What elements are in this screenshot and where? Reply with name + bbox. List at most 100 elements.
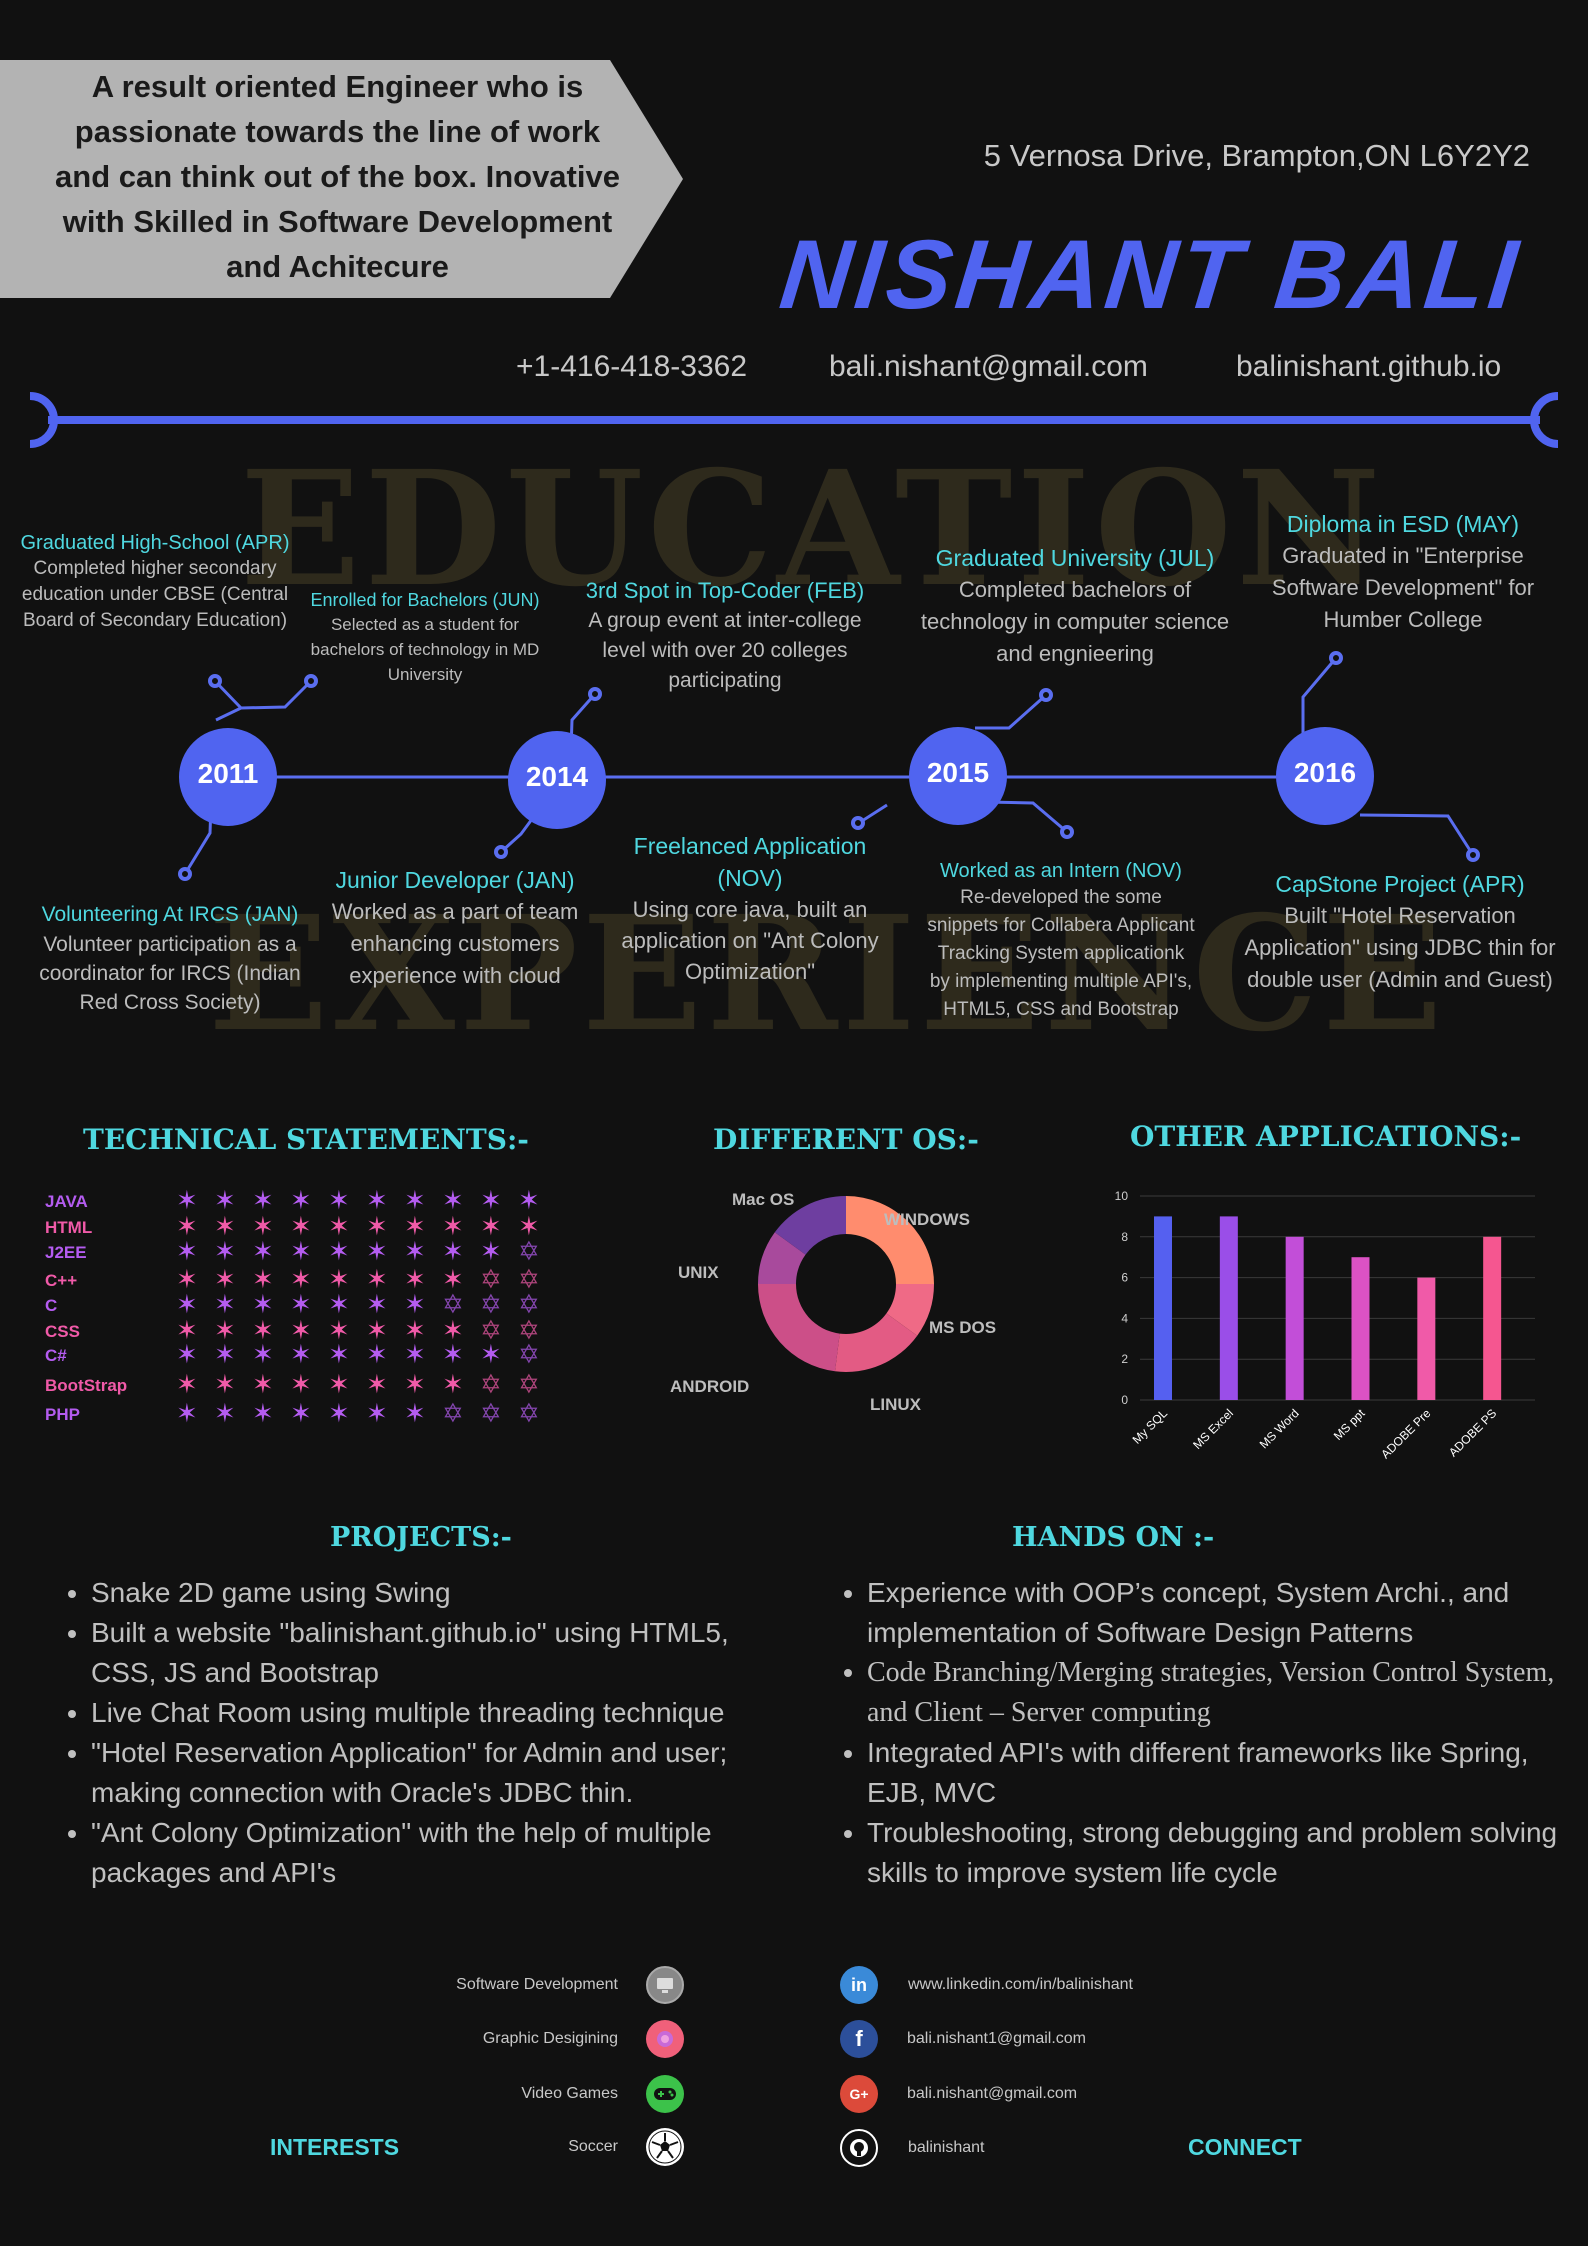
facebook-link[interactable]: bali.nishant1@gmail.com (907, 2030, 1086, 2047)
timeline-entry: Graduated High-School (APR) Completed hi… (16, 530, 294, 634)
projects-list: Snake 2D game using Swing Built a websit… (47, 1573, 787, 1893)
os-slice (774, 1196, 846, 1255)
star-filled-icon: ✶ (442, 1236, 464, 1266)
star-empty-icon: ✡ (518, 1339, 540, 1369)
address: 5 Vernosa Drive, Brampton,ON L6Y2Y2 (983, 138, 1530, 173)
y-tick-label: 8 (1121, 1230, 1128, 1244)
hands-on-list: Experience with OOP’s concept, System Ar… (823, 1573, 1563, 1893)
star-filled-icon: ✶ (518, 1185, 540, 1215)
os-slice-label: MS DOS (929, 1318, 996, 1337)
y-tick-label: 2 (1121, 1352, 1128, 1366)
os-slice (758, 1284, 840, 1372)
os-donut-chart: WINDOWS MS DOS LINUX ANDROID UNIX Mac OS (670, 1190, 996, 1414)
timeline-graphic (178, 651, 1480, 881)
x-tick-label: ADOBE Pre (1378, 1406, 1433, 1461)
star-filled-icon: ✶ (290, 1236, 312, 1266)
tagline-banner (0, 60, 683, 298)
os-slice-label: WINDOWS (884, 1210, 970, 1229)
website-link[interactable]: balinishant.github.io (1236, 350, 1502, 383)
linkedin-link[interactable]: www.linkedin.com/in/balinishant (908, 1976, 1133, 1993)
os-title: DIFFERENT OS:- (713, 1123, 979, 1156)
star-filled-icon: ✶ (176, 1398, 198, 1428)
star-filled-icon: ✶ (328, 1315, 350, 1345)
entry-body: Graduated in "Enterprise Software Develo… (1271, 543, 1535, 632)
list-item: Live Chat Room using multiple threading … (91, 1693, 787, 1733)
interest-label: Graphic Desigining (482, 2030, 618, 2047)
entry-body: Built "Hotel Reservation Application" us… (1244, 903, 1556, 992)
skill-name: C++ (45, 1271, 78, 1290)
google-plus-icon[interactable]: G+ (840, 2075, 878, 2113)
star-empty-icon: ✡ (518, 1289, 540, 1319)
star-filled-icon: ✶ (252, 1236, 274, 1266)
entry-title: 3rd Spot in Top-Coder (FEB) (585, 578, 865, 603)
x-tick-label: MS Word (1257, 1406, 1302, 1451)
palette-icon (646, 2020, 684, 2058)
star-empty-icon: ✡ (518, 1264, 540, 1294)
skill-name: C# (45, 1346, 67, 1365)
year-2014: 2014 (525, 761, 589, 792)
star-filled-icon: ✶ (328, 1264, 350, 1294)
timeline-entry: Enrolled for Bachelors (JUN) Selected as… (303, 588, 547, 687)
star-empty-icon: ✡ (518, 1236, 540, 1266)
y-tick-label: 0 (1121, 1393, 1128, 1407)
entry-body: Selected as a student for bachelors of t… (310, 615, 540, 684)
email-link[interactable]: bali.nishant@gmail.com (829, 350, 1148, 383)
education-watermark: EDUCATION (240, 437, 1385, 622)
list-item: "Ant Colony Optimization" with the help … (91, 1813, 787, 1893)
google-plus-link[interactable]: bali.nishant@gmail.com (907, 2085, 1078, 2102)
gamepad-icon (646, 2075, 684, 2113)
skill-name: J2EE (45, 1243, 87, 1262)
star-filled-icon: ✶ (176, 1369, 198, 1399)
entry-title: Junior Developer (JAN) (335, 867, 575, 893)
x-tick-label: ADOBE PS (1446, 1406, 1499, 1459)
star-filled-icon: ✶ (366, 1398, 388, 1428)
skill-name: C (45, 1296, 58, 1315)
year-2011: 2011 (197, 758, 259, 789)
star-empty-icon: ✡ (518, 1369, 540, 1399)
facebook-icon[interactable]: f (840, 2020, 878, 2058)
star-filled-icon: ✶ (176, 1315, 198, 1345)
github-icon[interactable] (840, 2129, 878, 2167)
star-filled-icon: ✶ (252, 1185, 274, 1215)
skills-rating: JAVA ✶ ✶ ✶ ✶ ✶ ✶ ✶ ✶ ✶ ✶ HTML ✶ ✶ ✶ ✶ ✶ ✶ ✶ ✶ ✶ ✶ J2EE ✶ ✶ ✶ ✶ ✶ ✶ ✶ ✶… (0, 1180, 560, 1440)
entry-body: A group event at inter-college level wit… (588, 609, 862, 692)
star-filled-icon: ✶ (290, 1211, 312, 1241)
os-slice-label: LINUX (870, 1395, 922, 1414)
computer-icon (646, 1966, 684, 2004)
star-filled-icon: ✶ (404, 1398, 426, 1428)
timeline-entry: CapStone Project (APR) Built "Hotel Rese… (1228, 868, 1572, 996)
technical-title: TECHNICAL STATEMENTS:- (83, 1123, 529, 1156)
timeline-entry: Worked as an Intern (NOV) Re-developed t… (926, 858, 1196, 1024)
list-item: Snake 2D game using Swing (91, 1573, 787, 1613)
os-slice-label: ANDROID (670, 1377, 749, 1396)
soccer-ball-icon (646, 2128, 684, 2166)
github-link[interactable]: balinishant (908, 2139, 985, 2156)
bar (1351, 1257, 1370, 1400)
linkedin-icon[interactable]: in (840, 1966, 878, 2004)
star-filled-icon: ✶ (366, 1289, 388, 1319)
y-tick-label: 4 (1121, 1311, 1128, 1325)
hands-on-title: HANDS ON :- (1012, 1522, 1215, 1553)
tagline: A result oriented Engineer who is passio… (55, 69, 620, 284)
star-filled-icon: ✶ (328, 1369, 350, 1399)
entry-title: Diploma in ESD (MAY) (1286, 511, 1520, 537)
star-filled-icon: ✶ (366, 1211, 388, 1241)
star-empty-icon: ✡ (480, 1369, 502, 1399)
os-slice (758, 1232, 806, 1284)
entry-body: Re-developed the some snippets for Colla… (927, 887, 1195, 1020)
star-filled-icon: ✶ (442, 1339, 464, 1369)
entry-title: Enrolled for Bachelors (JUN) (310, 590, 540, 610)
star-filled-icon: ✶ (480, 1339, 502, 1369)
star-filled-icon: ✶ (404, 1264, 426, 1294)
skill-name: JAVA (45, 1192, 88, 1211)
star-filled-icon: ✶ (442, 1315, 464, 1345)
star-filled-icon: ✶ (480, 1236, 502, 1266)
star-filled-icon: ✶ (290, 1185, 312, 1215)
list-item: Troubleshooting, strong debugging and pr… (867, 1813, 1563, 1893)
interest-label: Soccer (568, 2138, 618, 2155)
star-filled-icon: ✶ (290, 1369, 312, 1399)
os-slice (834, 1313, 918, 1372)
header-divider (29, 392, 1559, 448)
bar (1285, 1236, 1304, 1400)
star-filled-icon: ✶ (328, 1185, 350, 1215)
